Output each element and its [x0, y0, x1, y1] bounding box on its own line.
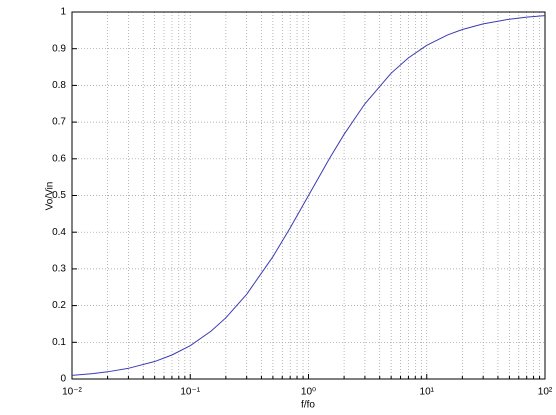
- y-tick-label: 0.9: [52, 43, 66, 54]
- y-tick-label: 0.4: [52, 227, 66, 238]
- x-tick-label: 10⁻¹: [180, 387, 200, 398]
- y-tick-label: 0.1: [52, 337, 66, 348]
- y-axis-label: Vo/Vin: [45, 182, 56, 211]
- y-tick-label: 1: [60, 7, 66, 18]
- line: [71, 15, 546, 376]
- x-tick-label: 10⁻²: [62, 387, 82, 398]
- axes-box: [71, 11, 546, 380]
- x-tick-label: 10¹: [420, 387, 435, 398]
- y-tick-label: 0: [60, 374, 66, 385]
- y-tick-label: 0.3: [52, 264, 66, 275]
- x-tick-label: 10⁰: [301, 387, 316, 398]
- y-tick-label: 0.5: [52, 190, 66, 201]
- y-tick-label: 0.6: [52, 153, 66, 164]
- x-axis-label: f/fo: [301, 400, 315, 411]
- x-tick-label: 10²: [538, 387, 553, 398]
- y-tick-label: 0.2: [52, 300, 66, 311]
- y-tick-label: 0.8: [52, 80, 66, 91]
- y-tick-label: 0.7: [52, 117, 66, 128]
